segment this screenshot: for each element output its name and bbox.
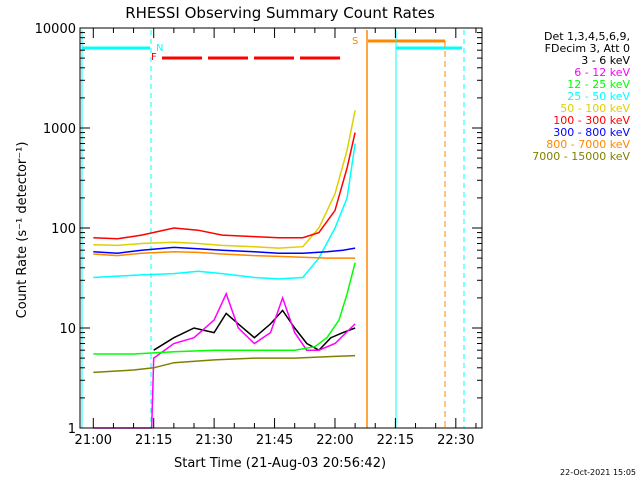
legend: Det 1,3,4,5,6,9,FDecim 3, Att 03 - 6 keV… — [532, 30, 630, 163]
legend-entry: 6 - 12 keV — [574, 66, 630, 79]
y-tick-label: 1000 — [43, 122, 76, 137]
flag-s: S — [352, 36, 358, 47]
axes: 1 10 100 1000 10000 21:00 21:15 21:30 21:45 22:00… — [35, 22, 483, 448]
series-line-7 — [93, 246, 356, 254]
flag-n: N — [156, 43, 163, 54]
legend-entry: 12 - 25 keV — [567, 78, 630, 91]
y-axis-label: Count Rate (s⁻¹ detector⁻¹) — [15, 142, 30, 319]
flag-markers: NF S — [81, 30, 465, 428]
x-tick-label: 21:30 — [195, 433, 232, 448]
flag-f: F — [151, 52, 157, 63]
series-line-6 — [93, 132, 356, 240]
x-axis-label: Start Time (21-Aug-03 20:56:42) — [174, 456, 386, 471]
legend-entry: 25 - 50 keV — [567, 90, 630, 103]
series-line-5 — [93, 110, 356, 249]
x-tick-label: 21:45 — [256, 433, 293, 448]
y-tick-label: 100 — [51, 222, 76, 237]
x-tick-label: 21:15 — [135, 433, 172, 448]
legend-entry: 3 - 6 keV — [581, 54, 630, 67]
series-layer — [93, 110, 356, 429]
legend-header-line: Det 1,3,4,5,6,9, — [544, 30, 630, 43]
y-tick-label: 10000 — [35, 22, 76, 37]
x-tick-label: 21:00 — [75, 433, 112, 448]
series-line-9 — [93, 354, 356, 374]
chart-title: RHESSI Observing Summary Count Rates — [125, 4, 435, 22]
series-line-4 — [93, 143, 356, 280]
y-tick-label: 10 — [59, 322, 76, 337]
legend-entry: 100 - 300 keV — [553, 114, 630, 127]
legend-entry: 300 - 800 keV — [553, 126, 630, 139]
series-line-8 — [93, 250, 356, 259]
x-tick-label: 22:00 — [316, 433, 353, 448]
legend-entry: 50 - 100 keV — [560, 102, 630, 115]
series-line-1 — [153, 309, 356, 352]
plot-frame — [79, 27, 483, 429]
legend-entry: 800 - 7000 keV — [546, 138, 630, 151]
legend-header-line: FDecim 3, Att 0 — [545, 42, 630, 55]
y-tick-label: 1 — [68, 422, 76, 437]
series-line-3 — [93, 262, 356, 355]
x-tick-label: 22:15 — [377, 433, 414, 448]
legend-entry: 7000 - 15000 keV — [532, 150, 630, 163]
series-line-2 — [93, 291, 356, 429]
footer-date: 22-Oct-2021 15:05 — [560, 468, 636, 477]
x-tick-label: 22:30 — [437, 433, 474, 448]
